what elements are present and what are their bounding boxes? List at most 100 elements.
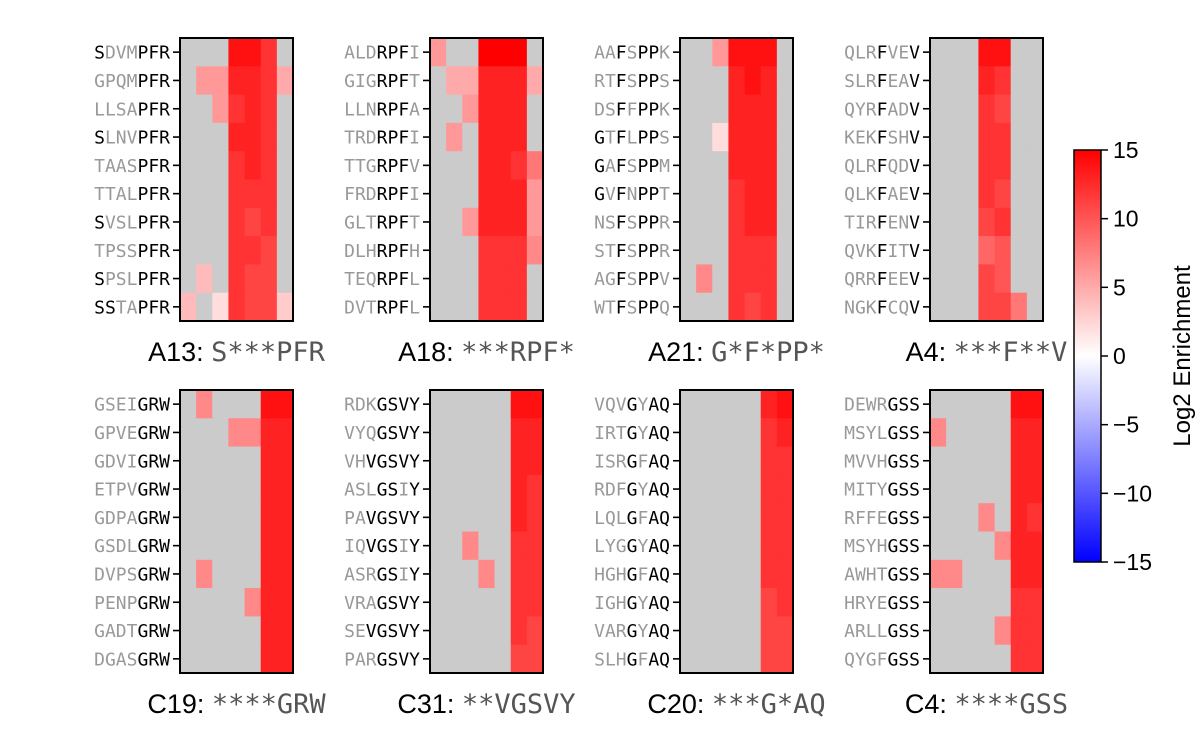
heatmap-cell xyxy=(978,503,995,532)
heatmap-cell xyxy=(760,418,778,447)
sequence-label: AAFSPPK xyxy=(594,43,670,64)
heatmap-cell xyxy=(244,179,262,209)
heatmap-cell xyxy=(1010,616,1028,646)
heatmap-cell xyxy=(430,644,447,674)
heatmap-cell xyxy=(962,644,979,674)
heatmap-cell xyxy=(712,207,729,237)
heatmap-cell xyxy=(494,474,512,504)
heatmap-cell xyxy=(978,616,995,646)
heatmap-cell xyxy=(478,94,495,124)
heatmap-cell xyxy=(946,559,963,589)
heatmap-cell xyxy=(244,503,262,532)
sequence-label: GPQMPFR xyxy=(94,71,170,92)
heatmap-cell xyxy=(228,236,245,265)
heatmap-cell xyxy=(1010,474,1028,504)
heatmap-cell xyxy=(1026,236,1044,265)
heatmap-cell xyxy=(228,94,245,124)
heatmap-cell xyxy=(180,503,197,532)
sequence-label: QYRFADV xyxy=(844,99,920,120)
panel-motif: ***F**V xyxy=(954,337,1068,368)
heatmap-cell xyxy=(260,236,278,265)
heatmap-cell xyxy=(180,264,197,294)
heatmap-cell xyxy=(760,179,778,209)
heatmap-cell xyxy=(680,474,697,504)
heatmap-cell xyxy=(760,122,778,152)
sequence-label: GTFLPPS xyxy=(594,128,670,149)
heatmap-cell xyxy=(946,503,963,532)
heatmap-cell xyxy=(478,292,495,322)
heatmap-cell xyxy=(196,474,213,504)
panel-a18: ALDRPFI GIGRPFT LLNRPFA TRDRPFI TTGRPFV FRDRP… xyxy=(344,37,575,368)
heatmap-cell xyxy=(962,38,979,67)
heatmap-cell xyxy=(228,474,245,504)
sequence-label: LLNRPFA xyxy=(344,99,420,120)
heatmap-cell xyxy=(212,503,229,532)
heatmap-cell xyxy=(962,151,979,180)
sequence-label: QYGFGSS xyxy=(844,649,920,670)
panel-frame xyxy=(679,389,794,674)
heatmap-cell xyxy=(462,390,479,419)
heatmap-cell xyxy=(494,38,512,67)
heatmap-cell xyxy=(446,588,463,617)
heatmap-cell xyxy=(510,644,528,674)
sequence-label: DLHRPFH xyxy=(344,241,420,262)
sequence-label: KEKFSHV xyxy=(844,128,920,149)
heatmap-cell xyxy=(1010,122,1028,152)
sequence-label: AGFSPPV xyxy=(594,269,670,290)
heatmap-cell xyxy=(680,559,697,589)
heatmap-cell xyxy=(776,616,794,646)
heatmap-cell xyxy=(978,207,995,237)
heatmap-cell xyxy=(712,503,729,532)
panel-c20: VQVGYAQ IRTGYAQ ISRGFAQ RDFGYAQ LQLGFAQ LYGGY… xyxy=(594,389,826,720)
panel-id: C4: xyxy=(905,689,955,719)
heatmap-cell xyxy=(728,644,745,674)
heatmap-cell xyxy=(244,236,262,265)
heatmap-cell xyxy=(196,179,213,209)
heatmap-cell xyxy=(510,503,528,532)
heatmap-cell xyxy=(494,531,512,561)
heatmap-cell xyxy=(494,292,512,322)
heatmap-cell xyxy=(744,390,762,419)
heatmap-cell xyxy=(430,474,447,504)
panel-motif: ***G*AQ xyxy=(712,689,826,720)
sequence-label: DVPSGRW xyxy=(94,564,170,585)
sequence-label: QLRFQDV xyxy=(844,156,920,177)
heatmap-cell xyxy=(776,418,794,447)
heatmap-cell xyxy=(994,122,1012,152)
heatmap-cell xyxy=(696,94,713,124)
heatmap-cell xyxy=(930,236,947,265)
panel-motif: ***RPF* xyxy=(461,337,575,368)
heatmap-cell xyxy=(446,474,463,504)
heatmap-cell xyxy=(462,264,479,294)
sequence-label: SVSLPFR xyxy=(94,212,170,233)
heatmap-cell xyxy=(244,122,262,152)
heatmap-cell xyxy=(462,644,479,674)
heatmap-cell xyxy=(728,588,745,617)
colorbar-tick-label: −15 xyxy=(1113,549,1152,575)
sequence-label: TAASPFR xyxy=(94,156,170,177)
heatmap-cell xyxy=(946,38,963,67)
heatmap-cell xyxy=(680,122,697,152)
heatmap-cell xyxy=(244,66,262,95)
colorbar-tick-label: 10 xyxy=(1113,206,1139,232)
heatmap-cell xyxy=(994,292,1012,322)
heatmap-cell xyxy=(446,179,463,209)
sequence-label: GIGRPFT xyxy=(344,71,420,92)
heatmap-cell xyxy=(1026,503,1044,532)
panel-id: C19: xyxy=(147,689,212,719)
heatmap-cell xyxy=(1010,559,1028,589)
sequence-label: SSTAPFR xyxy=(94,297,170,318)
heatmap-cell xyxy=(680,38,697,67)
panel-frame xyxy=(179,389,294,674)
heatmap-cell xyxy=(978,151,995,180)
heatmap-cell xyxy=(276,446,294,476)
colorbar-tick-label: −5 xyxy=(1113,412,1139,438)
heatmap-cell xyxy=(228,38,245,67)
heatmap-cell xyxy=(276,151,294,180)
heatmap-cell xyxy=(212,66,229,95)
heatmap-cell xyxy=(510,264,528,294)
sequence-label: DVTRPFL xyxy=(344,297,420,318)
heatmap-cell xyxy=(180,151,197,180)
heatmap-cell xyxy=(994,179,1012,209)
sequence-label: SLHGFAQ xyxy=(594,649,670,670)
